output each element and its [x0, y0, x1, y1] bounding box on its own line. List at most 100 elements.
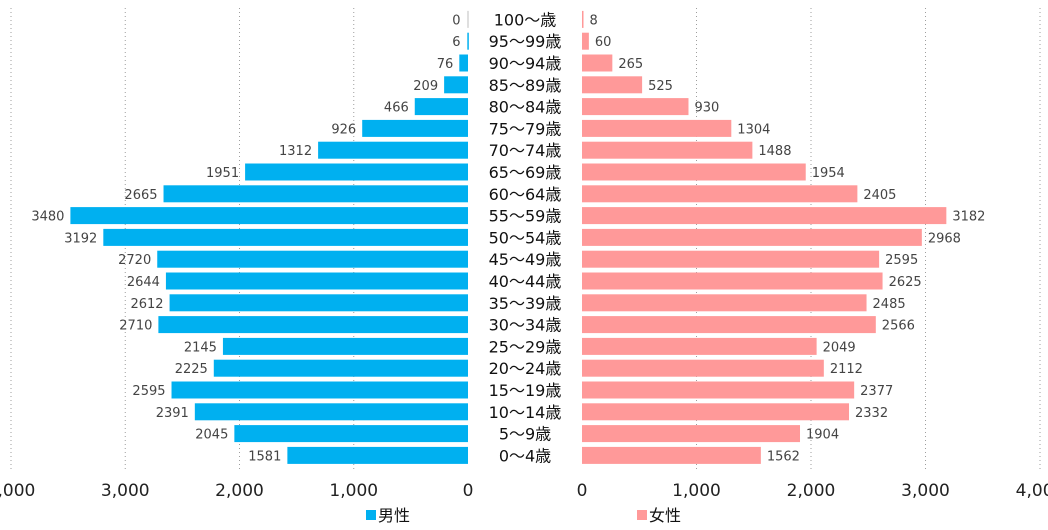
data-labels: 0 8 6 60 76 265 209 525 466 930 926 1304 1312 1488 195… [31, 13, 985, 464]
tick-label-right-2000: 2,000 [787, 481, 836, 501]
bar-female-7 [582, 163, 806, 181]
legend-label-male: 男性 [378, 506, 410, 525]
tick-label-right-4000: 4,000 [1016, 481, 1048, 501]
data-label-female-17: 2377 [860, 384, 893, 399]
age-label-15: 25～29歳 [489, 337, 562, 356]
bar-female-16 [582, 359, 824, 377]
data-label-male-18: 2391 [156, 406, 189, 421]
bar-male-5 [362, 119, 468, 137]
bar-female-11 [582, 250, 880, 268]
bar-female-20 [582, 446, 761, 464]
bar-male-20 [287, 446, 468, 464]
bar-female-2 [582, 54, 613, 72]
bar-female-13 [582, 294, 867, 312]
age-label-1: 95～99歳 [489, 32, 562, 51]
data-label-female-1: 60 [595, 35, 612, 50]
data-label-male-5: 926 [331, 122, 356, 137]
age-label-4: 80～84歳 [489, 98, 562, 117]
age-group-labels: 100～歳 95～99歳 90～94歳 85～89歳 80～84歳 75～79歳 70～74… [489, 10, 562, 465]
data-label-female-14: 2566 [882, 319, 915, 334]
data-label-female-12: 2625 [889, 275, 922, 290]
data-label-male-1: 6 [452, 35, 460, 50]
bar-male-1 [467, 32, 469, 50]
tick-label-left-1000: 1,000 [329, 481, 378, 501]
data-label-male-17: 2595 [132, 384, 165, 399]
data-label-male-16: 2225 [175, 362, 208, 377]
bar-female-19 [582, 425, 801, 443]
bar-male-19 [234, 425, 468, 443]
tick-label-right-1000: 1,000 [672, 481, 721, 501]
data-label-female-18: 2332 [855, 406, 888, 421]
bar-male-8 [163, 185, 468, 203]
bar-male-3 [444, 76, 468, 94]
data-label-male-9: 3480 [31, 210, 64, 225]
age-label-3: 85～89歳 [489, 76, 562, 95]
data-label-female-6: 1488 [758, 144, 791, 159]
bar-female-1 [582, 32, 589, 50]
age-label-5: 75～79歳 [489, 119, 562, 138]
bar-female-8 [582, 185, 858, 203]
data-label-male-13: 2612 [130, 297, 163, 312]
data-label-male-11: 2720 [118, 253, 151, 268]
bar-male-15 [222, 337, 468, 355]
tick-label-left-4000: 4,000 [0, 481, 35, 501]
data-label-male-2: 76 [437, 57, 454, 72]
data-label-female-16: 2112 [830, 362, 863, 377]
bar-male-18 [194, 403, 468, 421]
age-label-12: 40～44歳 [489, 272, 562, 291]
bar-female-17 [582, 381, 855, 399]
data-label-female-20: 1562 [767, 449, 800, 464]
bar-female-0 [582, 10, 584, 28]
tick-label-left-3000: 3,000 [101, 481, 150, 501]
bar-male-12 [165, 272, 468, 290]
bar-female-5 [582, 119, 732, 137]
bar-male-2 [459, 54, 468, 72]
age-label-6: 70～74歳 [489, 141, 562, 160]
age-label-20: 0～4歳 [499, 446, 551, 465]
bar-female-14 [582, 316, 876, 334]
bar-male-17 [171, 381, 469, 399]
bar-male-7 [245, 163, 468, 181]
data-label-male-19: 2045 [195, 428, 228, 443]
legend-swatch-male [366, 510, 376, 520]
data-label-male-0: 0 [452, 13, 460, 28]
age-label-18: 10～14歳 [489, 403, 562, 422]
data-label-female-7: 1954 [812, 166, 845, 181]
data-label-male-14: 2710 [119, 319, 152, 334]
bar-male-13 [169, 294, 469, 312]
bar-female-15 [582, 337, 817, 355]
bar-female-18 [582, 403, 850, 421]
data-label-female-5: 1304 [737, 122, 770, 137]
data-label-male-12: 2644 [127, 275, 160, 290]
age-label-9: 55～59歳 [489, 207, 562, 226]
legend: 男性 女性 [366, 506, 681, 525]
tick-label-left-2000: 2,000 [215, 481, 264, 501]
legend-label-female: 女性 [649, 506, 681, 525]
data-label-female-4: 930 [694, 101, 719, 116]
age-label-11: 45～49歳 [489, 250, 562, 269]
data-label-female-10: 2968 [928, 231, 961, 246]
x-axis-tick-labels: 0 0 1,000 1,000 2,000 2,000 3,000 3,000 4,000 4,0… [0, 481, 1048, 501]
data-label-male-7: 1951 [206, 166, 239, 181]
age-label-0: 100～歳 [494, 10, 557, 29]
age-label-14: 30～34歳 [489, 316, 562, 335]
data-label-male-10: 3192 [64, 231, 97, 246]
legend-swatch-female [637, 510, 647, 520]
age-label-19: 5～9歳 [499, 425, 551, 444]
data-label-female-11: 2595 [885, 253, 918, 268]
data-label-male-20: 1581 [248, 449, 281, 464]
data-label-female-13: 2485 [873, 297, 906, 312]
data-label-male-15: 2145 [184, 340, 217, 355]
data-label-female-2: 265 [618, 57, 643, 72]
data-label-female-15: 2049 [823, 340, 856, 355]
age-label-13: 35～39歳 [489, 294, 562, 313]
bar-male-4 [414, 98, 468, 116]
bar-male-11 [157, 250, 469, 268]
tick-label-right-3000: 3,000 [901, 481, 950, 501]
data-label-female-8: 2405 [863, 188, 896, 203]
bar-female-3 [582, 76, 643, 94]
age-label-7: 65～69歳 [489, 163, 562, 182]
data-label-female-3: 525 [648, 79, 673, 94]
bar-male-14 [158, 316, 468, 334]
data-label-male-3: 209 [413, 79, 438, 94]
